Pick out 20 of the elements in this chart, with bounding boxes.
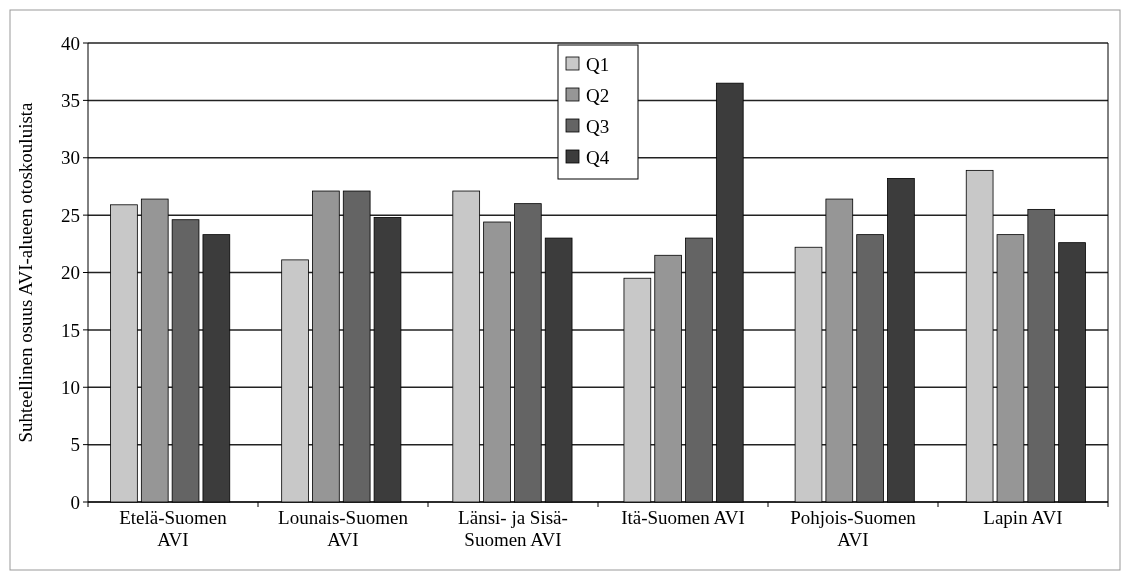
- y-tick-label: 10: [61, 376, 80, 398]
- x-tick-label: Lapin AVI: [983, 507, 1063, 528]
- y-tick-label: 30: [61, 147, 80, 169]
- x-tick-label: Etelä-Suomen AVI: [119, 507, 228, 550]
- x-tick-label: Itä-Suomen AVI: [621, 507, 745, 528]
- x-tick-label: Länsi- ja Sisä-Suomen AVI: [458, 507, 568, 550]
- y-tick-label: 5: [70, 434, 80, 456]
- y-tick-label: 15: [61, 319, 80, 341]
- x-tick-label: Pohjois-Suomen AVI: [790, 507, 917, 550]
- y-tick-label: 0: [70, 491, 80, 513]
- x-tick-label: Lounais-Suomen AVI: [278, 507, 409, 550]
- legend-label: Q1: [586, 53, 610, 75]
- y-tick-label: 25: [61, 204, 80, 226]
- y-tick-label: 35: [61, 90, 80, 112]
- y-tick-label: 40: [61, 32, 80, 54]
- y-tick-label: 20: [61, 262, 80, 284]
- legend-label: Q3: [586, 115, 610, 137]
- legend-label: Q4: [586, 146, 610, 168]
- legend-label: Q2: [586, 84, 610, 106]
- y-axis-title: Suhteellinen osuus AVI-alueen otoskouluista: [15, 101, 36, 443]
